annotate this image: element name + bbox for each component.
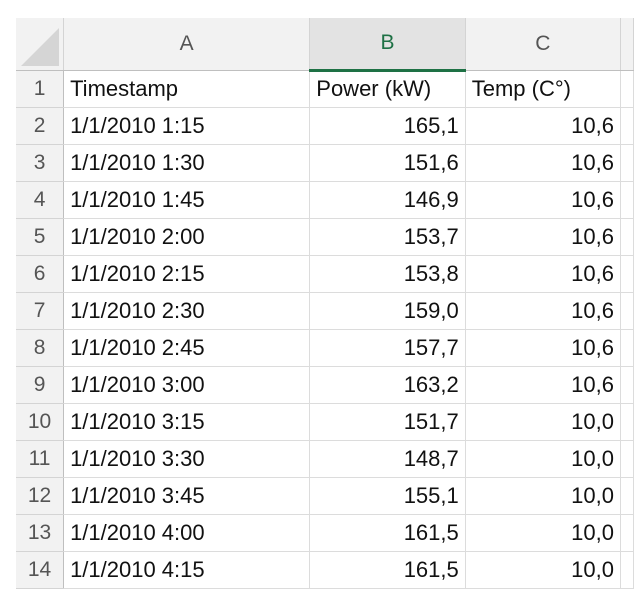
table-row: 11 1/1/2010 3:30 148,7 10,0 [16, 440, 634, 478]
cell-b[interactable]: 146,9 [309, 181, 466, 219]
row-header[interactable]: 2 [16, 107, 65, 145]
row-header[interactable]: 12 [16, 477, 65, 515]
cell-d[interactable] [620, 107, 634, 145]
cell-d[interactable] [620, 218, 634, 256]
select-all-triangle-icon [21, 27, 60, 66]
cell-c[interactable]: 10,0 [465, 440, 621, 478]
cell-b[interactable]: 155,1 [309, 477, 466, 515]
row-header[interactable]: 9 [16, 366, 65, 404]
table-row: 12 1/1/2010 3:45 155,1 10,0 [16, 477, 634, 515]
cell-d[interactable] [620, 292, 634, 330]
column-header-row: A B C [16, 18, 634, 72]
cell-d[interactable] [620, 144, 634, 182]
cell-b[interactable]: 153,7 [309, 218, 466, 256]
cell-c[interactable]: 10,0 [465, 403, 621, 441]
row-header[interactable]: 8 [16, 329, 65, 367]
cell-a[interactable]: 1/1/2010 3:00 [63, 366, 311, 404]
cell-a[interactable]: Timestamp [63, 70, 311, 108]
cell-b[interactable]: 159,0 [309, 292, 466, 330]
cell-d[interactable] [620, 255, 634, 293]
row-header[interactable]: 11 [16, 440, 65, 478]
cell-a[interactable]: 1/1/2010 2:45 [63, 329, 311, 367]
cell-c[interactable]: 10,6 [465, 366, 621, 404]
cell-d[interactable] [620, 403, 634, 441]
cell-d[interactable] [620, 329, 634, 367]
cell-d[interactable] [620, 440, 634, 478]
row-header[interactable]: 10 [16, 403, 65, 441]
cell-c[interactable]: Temp (C°) [465, 70, 621, 108]
cell-c[interactable]: 10,6 [465, 107, 621, 145]
cell-c[interactable]: 10,6 [465, 218, 621, 256]
cell-a[interactable]: 1/1/2010 2:00 [63, 218, 311, 256]
cell-a[interactable]: 1/1/2010 2:15 [63, 255, 311, 293]
table-row: 3 1/1/2010 1:30 151,6 10,6 [16, 144, 634, 182]
row-header[interactable]: 3 [16, 144, 65, 182]
table-row: 8 1/1/2010 2:45 157,7 10,6 [16, 329, 634, 367]
table-row: 9 1/1/2010 3:00 163,2 10,6 [16, 366, 634, 404]
table-row: 4 1/1/2010 1:45 146,9 10,6 [16, 181, 634, 219]
row-header[interactable]: 6 [16, 255, 65, 293]
sheet-body: 1 Timestamp Power (kW) Temp (C°) 2 1/1/2010 1… [16, 70, 634, 589]
table-row: 6 1/1/2010 2:15 153,8 10,6 [16, 255, 634, 293]
cell-c[interactable]: 10,6 [465, 255, 621, 293]
cell-a[interactable]: 1/1/2010 3:30 [63, 440, 311, 478]
select-all-corner[interactable] [16, 18, 65, 71]
table-row: 14 1/1/2010 4:15 161,5 10,0 [16, 551, 634, 589]
cell-a[interactable]: 1/1/2010 3:15 [63, 403, 311, 441]
table-row: 7 1/1/2010 2:30 159,0 10,6 [16, 292, 634, 330]
table-row: 13 1/1/2010 4:00 161,5 10,0 [16, 514, 634, 552]
cell-d[interactable] [620, 70, 634, 108]
cell-c[interactable]: 10,0 [465, 477, 621, 515]
cell-a[interactable]: 1/1/2010 1:30 [63, 144, 311, 182]
column-header-b[interactable]: B [309, 18, 466, 72]
cell-b[interactable]: 157,7 [309, 329, 466, 367]
row-header[interactable]: 7 [16, 292, 65, 330]
cell-c[interactable]: 10,6 [465, 181, 621, 219]
cell-c[interactable]: 10,0 [465, 551, 621, 589]
cell-d[interactable] [620, 366, 634, 404]
table-row: 10 1/1/2010 3:15 151,7 10,0 [16, 403, 634, 441]
cell-b[interactable]: 165,1 [309, 107, 466, 145]
cell-d[interactable] [620, 514, 634, 552]
cell-d[interactable] [620, 477, 634, 515]
cell-c[interactable]: 10,6 [465, 144, 621, 182]
cell-b[interactable]: 161,5 [309, 551, 466, 589]
cell-d[interactable] [620, 181, 634, 219]
row-header[interactable]: 1 [16, 70, 65, 108]
table-row: 2 1/1/2010 1:15 165,1 10,6 [16, 107, 634, 145]
table-row: 5 1/1/2010 2:00 153,7 10,6 [16, 218, 634, 256]
spreadsheet-grid: A B C 1 Timestamp Power (kW) Temp (C°) 2 1/1/… [16, 18, 634, 600]
cell-b[interactable]: 163,2 [309, 366, 466, 404]
cell-b[interactable]: 148,7 [309, 440, 466, 478]
cell-d[interactable] [620, 551, 634, 589]
row-header[interactable]: 14 [16, 551, 65, 589]
column-header-c[interactable]: C [465, 18, 621, 71]
cell-b[interactable]: Power (kW) [309, 70, 466, 108]
cell-b[interactable]: 161,5 [309, 514, 466, 552]
cell-c[interactable]: 10,6 [465, 292, 621, 330]
column-header-a[interactable]: A [63, 18, 311, 71]
row-header[interactable]: 4 [16, 181, 65, 219]
cell-a[interactable]: 1/1/2010 1:45 [63, 181, 311, 219]
cell-c[interactable]: 10,6 [465, 329, 621, 367]
cell-a[interactable]: 1/1/2010 2:30 [63, 292, 311, 330]
cell-a[interactable]: 1/1/2010 4:00 [63, 514, 311, 552]
cell-b[interactable]: 151,7 [309, 403, 466, 441]
sheet-table: A B C 1 Timestamp Power (kW) Temp (C°) 2 1/1/… [16, 18, 634, 589]
cell-a[interactable]: 1/1/2010 4:15 [63, 551, 311, 589]
row-header[interactable]: 5 [16, 218, 65, 256]
table-row: 1 Timestamp Power (kW) Temp (C°) [16, 70, 634, 108]
cell-a[interactable]: 1/1/2010 1:15 [63, 107, 311, 145]
cell-c[interactable]: 10,0 [465, 514, 621, 552]
column-header-d[interactable] [620, 18, 634, 71]
cell-b[interactable]: 151,6 [309, 144, 466, 182]
cell-b[interactable]: 153,8 [309, 255, 466, 293]
cell-a[interactable]: 1/1/2010 3:45 [63, 477, 311, 515]
row-header[interactable]: 13 [16, 514, 65, 552]
